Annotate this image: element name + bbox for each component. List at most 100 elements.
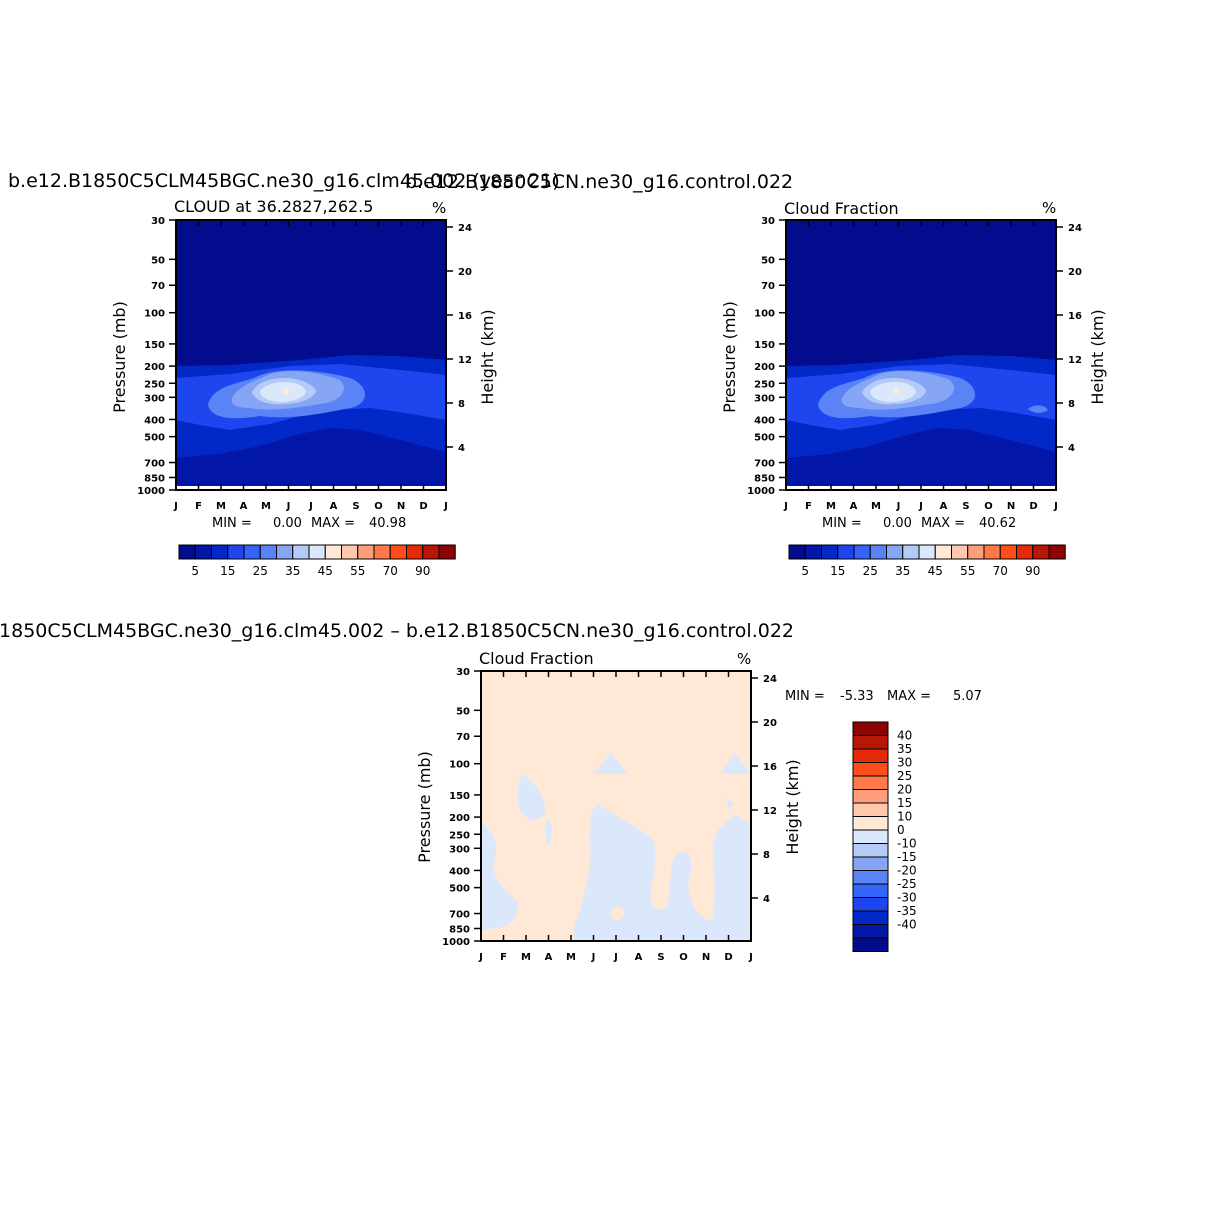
pressure-tick-label: 700: [449, 910, 470, 921]
panel1-colorbar: 5 15 25 35 45 55 70 90: [178, 544, 456, 578]
colorbar-swatch: [902, 544, 920, 560]
colorbar-label: -30: [897, 891, 917, 905]
pressure-tick-label: 100: [144, 309, 165, 320]
colorbar-swatch: [852, 735, 889, 750]
pressure-tick-label: 30: [151, 216, 165, 227]
panel2-units: %: [1042, 199, 1056, 217]
panel1-pressure-axis: 30 50 70 100 150 200 250 300 400 500 700 850 1000: [137, 216, 176, 497]
colorbar-swatch: [951, 544, 969, 560]
height-tick-label: 12: [763, 806, 777, 817]
contour-band-bottom: [176, 428, 446, 490]
panel2-colorbar: 5 15 25 35 45 55 70 90: [788, 544, 1066, 578]
pressure-tick-label: 150: [754, 340, 775, 351]
colorbar-swatch: [357, 544, 375, 560]
colorbar-label: 20: [897, 783, 912, 797]
panel3-min-value: -5.33: [840, 689, 874, 704]
colorbar-swatch: [438, 544, 456, 560]
colorbar-swatch: [194, 544, 212, 560]
colorbar-swatch: [852, 789, 889, 804]
panel3-height-axis: 24 20 16 12 8 4: [751, 674, 777, 905]
panel-difference: b.e12.B1850C5CLM45BGC.ne30_g16.clm45.002…: [0, 620, 982, 963]
colorbar-swatch: [389, 544, 407, 560]
colorbar-swatch: [292, 544, 310, 560]
month-tick-label: J: [286, 501, 291, 512]
colorbar-label: -25: [897, 877, 917, 891]
colorbar-swatch: [788, 544, 806, 560]
panel2-height-axis: 24 20 16 12 8 4: [1056, 223, 1082, 454]
colorbar-swatch: [211, 544, 229, 560]
height-tick-label: 20: [458, 267, 472, 278]
pressure-tick-label: 250: [754, 379, 775, 390]
pressure-tick-label: 1000: [747, 486, 775, 497]
height-tick-label: 20: [1068, 267, 1082, 278]
pressure-tick-label: 500: [754, 433, 775, 444]
month-tick-label: D: [419, 501, 427, 512]
height-tick-label: 4: [763, 894, 770, 905]
month-tick-label: S: [352, 501, 359, 512]
panel1-max-value: 40.98: [369, 516, 406, 531]
colorbar-swatch: [1016, 544, 1034, 560]
panel2-min-value: 0.00: [883, 516, 912, 531]
panel1-contours: [176, 220, 446, 490]
month-tick-label: F: [195, 501, 202, 512]
colorbar-swatch: [852, 937, 889, 952]
month-tick-label: S: [962, 501, 969, 512]
colorbar-label: 70: [383, 564, 398, 578]
colorbar-label: 25: [863, 564, 878, 578]
panel2-subtitle: Cloud Fraction: [784, 199, 899, 218]
panel1-max-label: MAX =: [311, 516, 355, 531]
panel1-ylabel: Pressure (mb): [110, 301, 129, 413]
panel2-max-value: 40.62: [979, 516, 1016, 531]
colorbar-label: 10: [897, 810, 912, 824]
month-tick-label: S: [657, 952, 664, 963]
month-tick-label: A: [940, 501, 948, 512]
pressure-tick-label: 30: [456, 667, 470, 678]
height-tick-label: 16: [1068, 311, 1082, 322]
colorbar-swatch: [406, 544, 424, 560]
pressure-tick-label: 850: [144, 473, 165, 484]
colorbar-swatch: [852, 924, 889, 939]
colorbar-swatch: [999, 544, 1017, 560]
month-tick-label: J: [783, 501, 788, 512]
colorbar-swatch: [853, 544, 871, 560]
month-tick-label: F: [500, 952, 507, 963]
pressure-tick-label: 850: [449, 924, 470, 935]
pressure-tick-label: 300: [754, 393, 775, 404]
month-tick-label: J: [613, 952, 618, 963]
month-tick-label: M: [216, 501, 226, 512]
height-tick-label: 8: [763, 850, 770, 861]
colorbar-swatch: [1048, 544, 1066, 560]
month-tick-label: N: [397, 501, 405, 512]
colorbar-swatch: [852, 910, 889, 925]
height-tick-label: 24: [458, 223, 472, 234]
colorbar-swatch: [852, 843, 889, 858]
height-tick-label: 8: [458, 399, 465, 410]
colorbar-label: 55: [960, 564, 975, 578]
colorbar-swatch: [967, 544, 985, 560]
colorbar-swatch: [178, 544, 196, 560]
colorbar-swatch: [837, 544, 855, 560]
colorbar-swatch: [852, 748, 889, 763]
diff-neg-triangle-a: [594, 753, 628, 774]
month-tick-label: J: [591, 952, 596, 963]
colorbar-swatch: [869, 544, 887, 560]
pressure-tick-label: 200: [449, 813, 470, 824]
colorbar-label: 45: [318, 564, 333, 578]
month-tick-label: O: [679, 952, 688, 963]
pressure-tick-label: 700: [144, 459, 165, 470]
pressure-tick-label: 70: [456, 732, 470, 743]
colorbar-swatch: [1032, 544, 1050, 560]
colorbar-label: 5: [191, 564, 199, 578]
contour-blob-right: [1028, 405, 1048, 413]
diff-neg-patch-c: [726, 798, 734, 812]
height-tick-label: 12: [1068, 355, 1082, 366]
pressure-tick-label: 150: [449, 791, 470, 802]
pressure-tick-label: 250: [144, 379, 165, 390]
colorbar-swatch: [852, 897, 889, 912]
month-tick-label: M: [826, 501, 836, 512]
panel2-ylabel: Pressure (mb): [720, 301, 739, 413]
